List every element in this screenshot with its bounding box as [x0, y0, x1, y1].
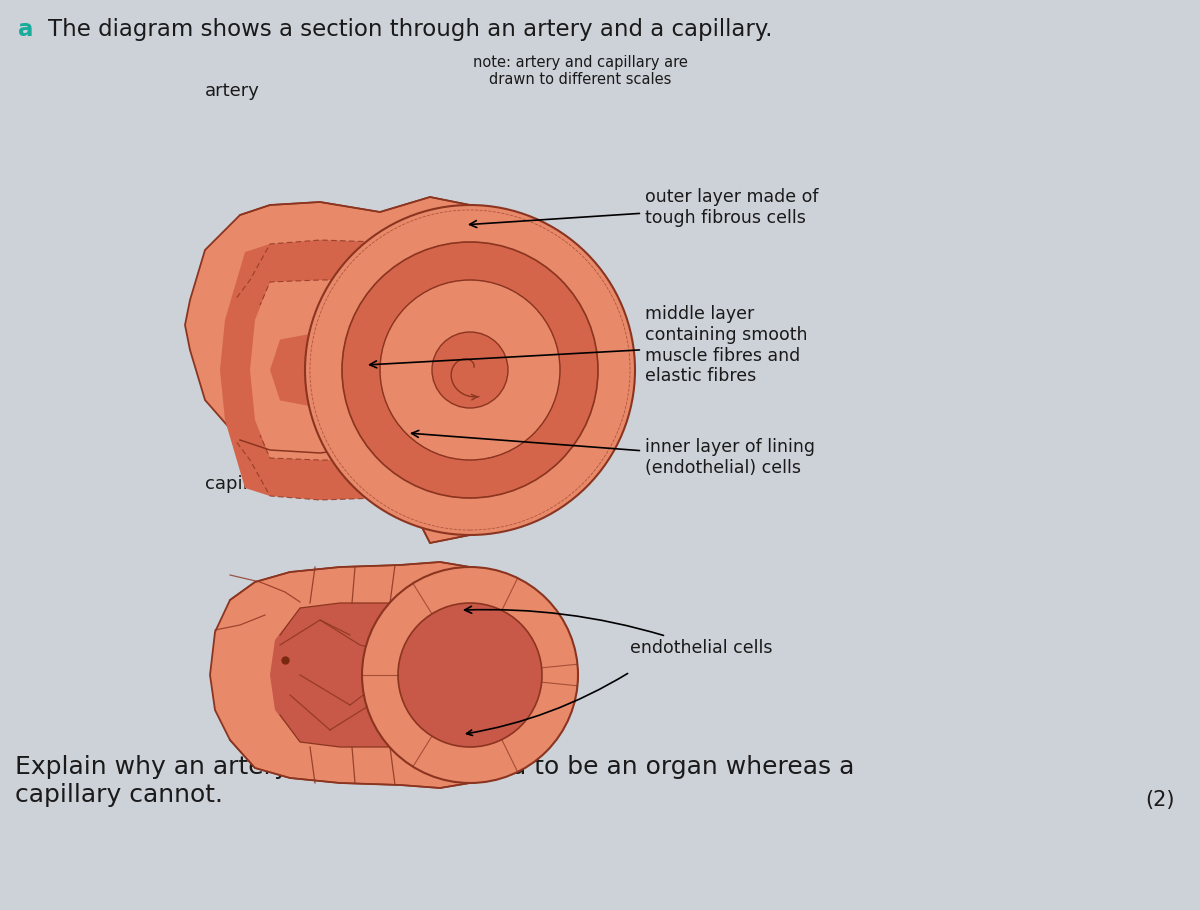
Polygon shape	[220, 237, 470, 503]
Text: Explain why an artery can be considered to be an organ whereas a
capillary canno: Explain why an artery can be considered …	[14, 755, 854, 807]
Text: endothelial cells: endothelial cells	[464, 606, 773, 657]
Polygon shape	[270, 332, 470, 408]
Circle shape	[398, 603, 542, 747]
Polygon shape	[210, 562, 470, 788]
Circle shape	[380, 280, 560, 460]
Circle shape	[305, 205, 635, 535]
Text: middle layer
containing smooth
muscle fibres and
elastic fibres: middle layer containing smooth muscle fi…	[370, 305, 808, 386]
Text: capillary: capillary	[205, 475, 282, 493]
Text: artery: artery	[205, 82, 260, 100]
Text: inner layer of lining
(endothelial) cells: inner layer of lining (endothelial) cell…	[412, 430, 815, 477]
Polygon shape	[185, 197, 470, 543]
Text: outer layer made of
tough fibrous cells: outer layer made of tough fibrous cells	[469, 188, 818, 228]
Text: a: a	[18, 18, 34, 41]
Circle shape	[342, 242, 598, 498]
Text: The diagram shows a section through an artery and a capillary.: The diagram shows a section through an a…	[48, 18, 773, 41]
Text: (2): (2)	[1146, 790, 1175, 810]
Text: note: artery and capillary are
drawn to different scales: note: artery and capillary are drawn to …	[473, 55, 688, 87]
Circle shape	[362, 567, 578, 783]
Circle shape	[432, 332, 508, 408]
Polygon shape	[250, 280, 470, 460]
Polygon shape	[270, 603, 470, 747]
